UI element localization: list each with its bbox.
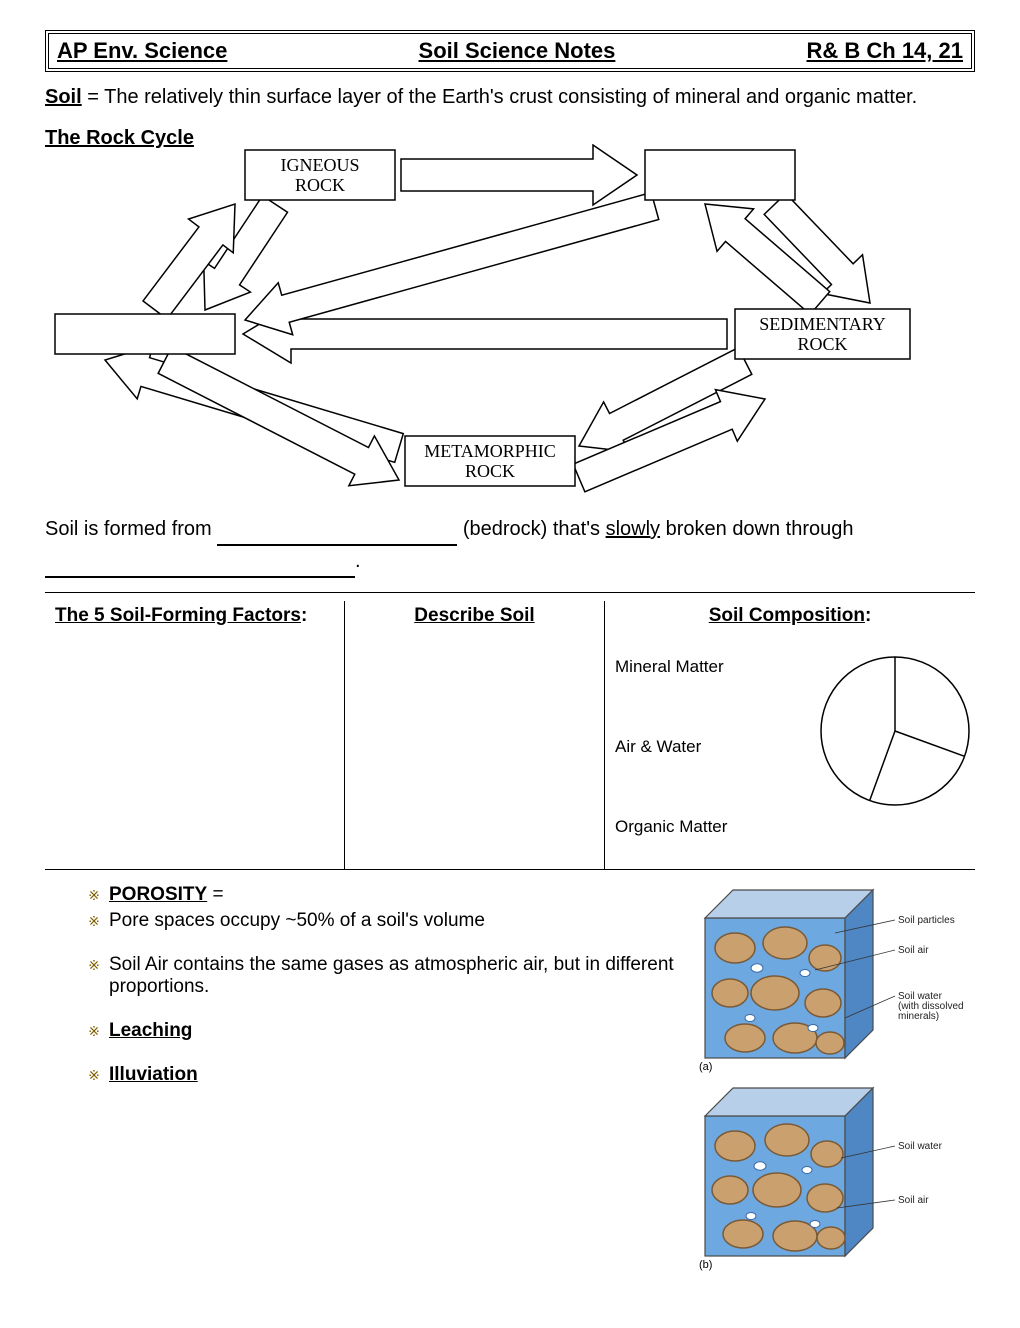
- bullet-text: POROSITY =: [103, 884, 695, 906]
- bullet-marker-icon: ※: [85, 884, 103, 906]
- composition-pie: [815, 651, 975, 811]
- fill-period: .: [355, 550, 361, 572]
- bullet-item: ※ POROSITY =: [85, 884, 695, 906]
- svg-text:(a): (a): [699, 1061, 712, 1073]
- bullet-marker-icon: ※: [85, 910, 103, 932]
- col1-title: The 5 Soil-Forming Factors:: [55, 605, 334, 627]
- svg-text:ROCK: ROCK: [797, 334, 847, 354]
- bullet-list: ※ POROSITY =※Pore spaces occupy ~50% of …: [45, 884, 695, 1086]
- fill-mid: (bedrock) that's: [457, 518, 605, 540]
- soil-cube-figures: Soil particlesSoil airSoil water(with di…: [695, 870, 975, 1298]
- bullet-text: Pore spaces occupy ~50% of a soil's volu…: [103, 910, 695, 932]
- slowly-word: slowly: [606, 518, 660, 540]
- svg-text:SEDIMENTARY: SEDIMENTARY: [759, 314, 886, 334]
- bullet-text: Soil Air contains the same gases as atmo…: [103, 954, 695, 998]
- three-column-section: The 5 Soil-Forming Factors: Describe Soi…: [45, 601, 975, 870]
- blank-2: [45, 546, 355, 578]
- svg-text:(b): (b): [699, 1259, 712, 1271]
- svg-text:Soil particles: Soil particles: [898, 915, 955, 926]
- bullet-marker-icon: ※: [85, 1064, 103, 1086]
- header-right: R& B Ch 14, 21: [807, 38, 964, 64]
- col2-title: Describe Soil: [355, 605, 594, 627]
- svg-text:METAMORPHIC: METAMORPHIC: [424, 441, 556, 461]
- bullet-item: ※Soil Air contains the same gases as atm…: [85, 954, 695, 998]
- col3-title: Soil Composition:: [615, 605, 965, 627]
- fill-prefix: Soil is formed from: [45, 518, 217, 540]
- svg-text:Soil air: Soil air: [898, 1195, 929, 1206]
- col-soil-factors: The 5 Soil-Forming Factors:: [45, 601, 345, 869]
- lower-section: ※ POROSITY =※Pore spaces occupy ~50% of …: [45, 870, 975, 1298]
- soil-term: Soil: [45, 86, 82, 108]
- svg-text:Soil air: Soil air: [898, 945, 929, 956]
- bullet-item: ※ Leaching: [85, 1020, 695, 1042]
- fill-after: broken down through: [660, 518, 853, 540]
- bullet-item: ※Pore spaces occupy ~50% of a soil's vol…: [85, 910, 695, 932]
- soil-formed-sentence: Soil is formed from (bedrock) that's slo…: [45, 514, 975, 578]
- svg-text:ROCK: ROCK: [295, 175, 345, 195]
- soil-def-text: = The relatively thin surface layer of t…: [82, 86, 918, 108]
- separator-1: [45, 592, 975, 593]
- svg-text:Soil water: Soil water: [898, 1141, 943, 1152]
- svg-text:minerals): minerals): [898, 1011, 939, 1022]
- bullet-text: Leaching: [103, 1020, 695, 1042]
- svg-text:IGNEOUS: IGNEOUS: [281, 155, 360, 175]
- header-band: AP Env. Science Soil Science Notes R& B …: [45, 30, 975, 72]
- bullet-item: ※ Illuviation: [85, 1064, 695, 1086]
- svg-text:ROCK: ROCK: [465, 461, 515, 481]
- soil-definition: Soil = The relatively thin surface layer…: [45, 86, 975, 109]
- header-center: Soil Science Notes: [419, 38, 616, 64]
- bullet-text: Illuviation: [103, 1064, 695, 1086]
- col-soil-composition: Soil Composition: Mineral Matter Air & W…: [605, 601, 975, 869]
- col-describe-soil: Describe Soil: [345, 601, 605, 869]
- rock-cycle-diagram: IGNEOUSROCKSEDIMENTARYROCKMETAMORPHICROC…: [45, 144, 945, 504]
- bullet-marker-icon: ※: [85, 954, 103, 976]
- blank-1: [217, 514, 457, 546]
- bullet-marker-icon: ※: [85, 1020, 103, 1042]
- label-organic-matter: Organic Matter: [615, 817, 965, 837]
- header-left: AP Env. Science: [57, 38, 227, 64]
